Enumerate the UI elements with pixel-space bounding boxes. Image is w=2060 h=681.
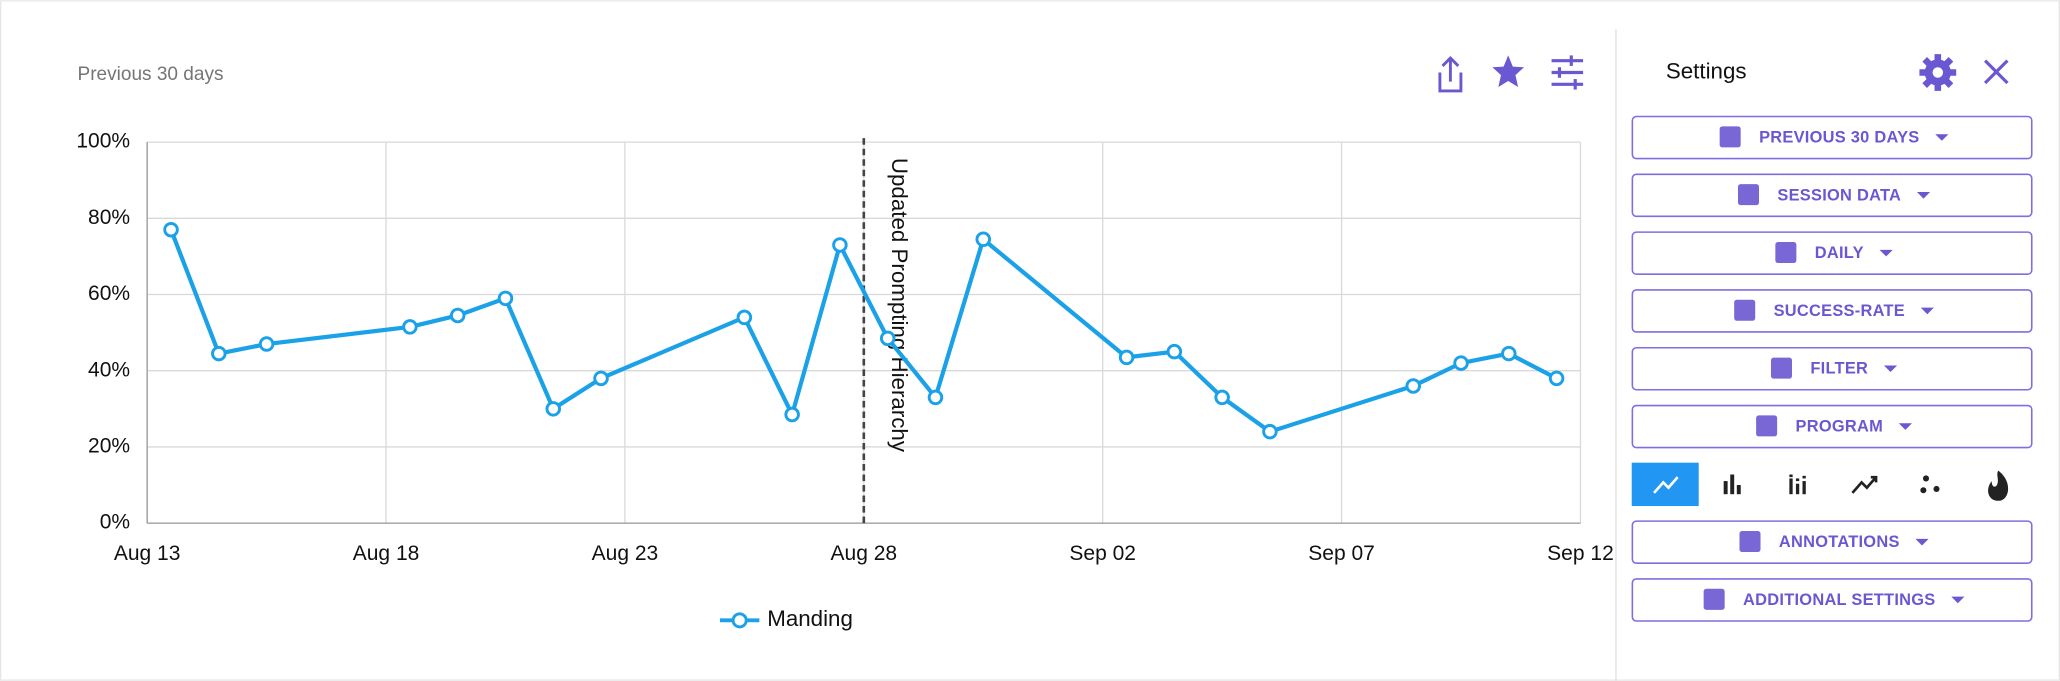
dropdown-caret (1915, 538, 1929, 546)
x-tick-label: Sep 02 (1069, 542, 1136, 565)
x-tick-label: Aug 23 (592, 542, 659, 565)
subtitle: Previous 30 days (78, 64, 224, 85)
toggle-heat[interactable] (1988, 470, 2009, 501)
data-point (1548, 370, 1565, 387)
share-button[interactable] (1438, 55, 1463, 93)
data-point (545, 401, 562, 417)
button-icon (1703, 588, 1725, 610)
dropdown-caret (1920, 307, 1934, 315)
button-icon (1734, 299, 1756, 321)
chart-type-toggle (1631, 462, 2009, 507)
sidebar-title: Settings (1666, 58, 1747, 83)
data-point (975, 231, 992, 248)
toggle-scatter[interactable] (1920, 475, 1940, 494)
button-icon (1775, 241, 1797, 263)
sidebar-button[interactable]: FILTER (1631, 346, 2033, 391)
y-tick-label: 80% (88, 206, 130, 229)
legend-label[interactable]: Manding (767, 606, 853, 631)
data-point (1214, 389, 1230, 406)
sidebar-button[interactable]: ANNOTATIONS (1631, 520, 2033, 564)
sidebar-button[interactable]: DAILY (1631, 231, 2033, 275)
sidebar-button[interactable]: PROGRAM (1631, 404, 2033, 449)
button-outline (1631, 404, 2033, 449)
button-label: ANNOTATIONS (1779, 533, 1900, 551)
toggle-bar[interactable] (1723, 474, 1741, 495)
button-label: PROGRAM (1796, 418, 1884, 436)
button-label: SESSION DATA (1777, 186, 1901, 204)
dropdown-caret (1935, 134, 1949, 141)
button-outline (1631, 520, 2033, 564)
data-point (736, 309, 753, 326)
button-label: FILTER (1810, 360, 1868, 378)
button-label: SUCCESS-RATE (1774, 302, 1905, 320)
x-tick-label: Aug 13 (114, 542, 181, 565)
button-outline (1631, 578, 2033, 622)
sidebar-button[interactable]: SUCCESS-RATE (1631, 289, 2033, 333)
data-point (258, 336, 275, 352)
dropdown-caret (1951, 596, 1965, 604)
y-tick-label: 20% (88, 434, 130, 457)
sidebar-buttons: PREVIOUS 30 DAYS SESSION DATA DAILY SUCCESS… (1631, 115, 2033, 622)
data-point (927, 389, 944, 406)
data-point (163, 221, 179, 238)
data-point (1501, 345, 1517, 362)
data-point (1405, 378, 1422, 394)
y-tick-label: 40% (88, 358, 130, 381)
y-tick-label: 100% (76, 130, 130, 153)
x-tick-label: Aug 18 (353, 542, 420, 565)
data-point (784, 406, 800, 423)
toggle-stacked[interactable] (1789, 474, 1806, 495)
toggle-trend[interactable] (1851, 475, 1878, 494)
y-tick-label: 0% (100, 511, 130, 534)
data-point (879, 330, 896, 347)
button-icon (1770, 357, 1793, 379)
settings-gear[interactable] (1919, 54, 1957, 91)
button-outline (1631, 231, 2033, 275)
dropdown-caret (1916, 192, 1931, 199)
sidebar-button[interactable]: ADDITIONAL SETTINGS (1631, 578, 2033, 622)
data-point (1262, 423, 1278, 440)
data-point (449, 307, 466, 324)
legend-marker (731, 612, 748, 629)
sidebar-button[interactable]: PREVIOUS 30 DAYS (1631, 115, 2033, 160)
button-icon (1739, 530, 1761, 553)
button-icon (1737, 184, 1760, 206)
x-tick-label: Sep 12 (1547, 542, 1614, 565)
x-tick-label: Sep 07 (1308, 542, 1375, 565)
button-icon (1719, 126, 1741, 148)
button-icon (1756, 415, 1778, 437)
button-outline (1631, 289, 2033, 333)
close-button[interactable] (1984, 59, 2009, 85)
series-line (169, 228, 1558, 434)
x-tick-label: Aug 28 (831, 542, 898, 565)
y-tick-label: 60% (88, 282, 130, 305)
dropdown-caret (1883, 365, 1898, 373)
data-point (1453, 355, 1469, 371)
button-outline (1631, 173, 2033, 218)
dropdown-caret (1898, 423, 1912, 430)
annotation-label: Updated Prompting Hierarchy (887, 158, 912, 453)
sidebar-button[interactable]: SESSION DATA (1631, 173, 2033, 218)
data-point (211, 345, 227, 362)
button-label: DAILY (1815, 244, 1864, 262)
chart: 0% 20% 40% 60% 80% 100% Aug 13 Aug 18 Aug 23 Aug … (76, 130, 1613, 632)
button-label: PREVIOUS 30 DAYS (1759, 129, 1919, 147)
data-point (1118, 349, 1135, 366)
tune-button[interactable] (1551, 55, 1584, 90)
data-point (402, 319, 418, 335)
icon (1653, 476, 1679, 494)
data-point (497, 290, 514, 307)
data-point (1166, 343, 1183, 360)
favorite-button[interactable] (1492, 55, 1524, 87)
button-outline (1631, 346, 2033, 391)
dropdown-caret (1879, 249, 1893, 257)
button-label: ADDITIONAL SETTINGS (1743, 591, 1935, 609)
data-point (832, 237, 848, 253)
data-point (593, 370, 609, 387)
